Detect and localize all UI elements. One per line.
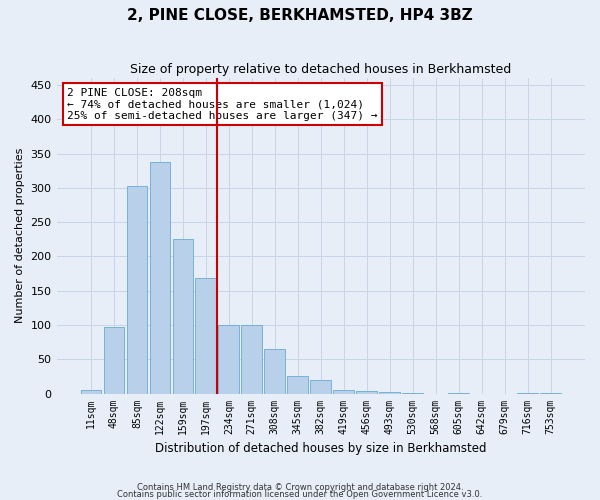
Bar: [173, 239, 193, 394]
Bar: [356, 392, 377, 394]
Bar: [149, 162, 170, 394]
Text: 2, PINE CLOSE, BERKHAMSTED, HP4 3BZ: 2, PINE CLOSE, BERKHAMSTED, HP4 3BZ: [127, 8, 473, 22]
X-axis label: Distribution of detached houses by size in Berkhamsted: Distribution of detached houses by size …: [155, 442, 487, 455]
Bar: [310, 380, 331, 394]
Bar: [448, 393, 469, 394]
Bar: [517, 393, 538, 394]
Text: Contains public sector information licensed under the Open Government Licence v3: Contains public sector information licen…: [118, 490, 482, 499]
Text: 2 PINE CLOSE: 208sqm
← 74% of detached houses are smaller (1,024)
25% of semi-de: 2 PINE CLOSE: 208sqm ← 74% of detached h…: [67, 88, 377, 120]
Bar: [403, 393, 423, 394]
Bar: [379, 392, 400, 394]
Bar: [218, 325, 239, 394]
Bar: [196, 278, 216, 394]
Bar: [241, 325, 262, 394]
Title: Size of property relative to detached houses in Berkhamsted: Size of property relative to detached ho…: [130, 62, 511, 76]
Bar: [80, 390, 101, 394]
Bar: [127, 186, 147, 394]
Text: Contains HM Land Registry data © Crown copyright and database right 2024.: Contains HM Land Registry data © Crown c…: [137, 484, 463, 492]
Bar: [104, 327, 124, 394]
Y-axis label: Number of detached properties: Number of detached properties: [15, 148, 25, 324]
Bar: [540, 393, 561, 394]
Bar: [287, 376, 308, 394]
Bar: [265, 349, 285, 394]
Bar: [334, 390, 354, 394]
